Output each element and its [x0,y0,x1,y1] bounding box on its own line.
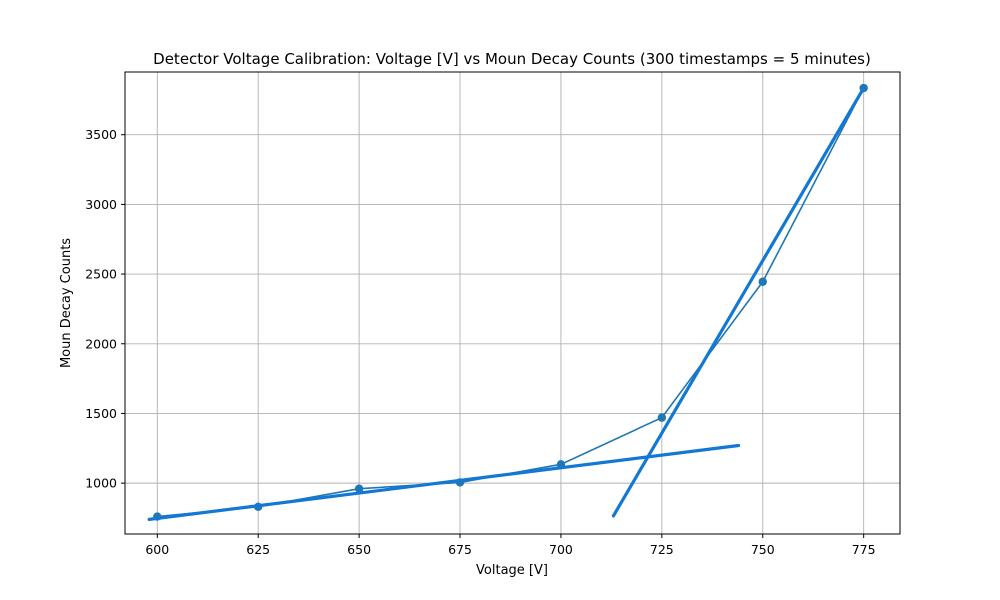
y-tick-label: 3000 [85,197,117,212]
x-tick-label: 650 [347,542,371,557]
x-tick-label: 725 [650,542,674,557]
x-tick-label: 750 [751,542,775,557]
grid [125,72,900,534]
chart-title: Detector Voltage Calibration: Voltage [V… [153,50,871,68]
plot-frame [124,71,901,535]
plot-series [147,83,868,521]
x-tick-label: 600 [145,542,169,557]
x-tick-label: 675 [448,542,472,557]
data-point [657,413,667,422]
y-tick-label: 1500 [85,406,117,421]
x-axis-label: Voltage [V] [476,563,548,578]
x-tick-label: 775 [852,542,876,557]
y-tick-label: 2500 [85,267,117,282]
y-tick-label: 1000 [85,476,117,491]
fit-line-2 [611,86,866,518]
data-point [758,277,767,286]
y-axis-label: Moun Decay Counts [59,238,74,368]
x-tick-label: 700 [549,542,573,557]
x-tick-label: 625 [246,542,270,557]
data-line [157,87,865,518]
axis-ticks: 600 625 650 675 700 725 750 775 1000 1500 2000 2500… [85,127,875,557]
fit-line-1 [147,443,741,521]
y-tick-label: 3500 [85,127,117,142]
y-tick-label: 2000 [85,336,117,351]
data-point [354,484,364,493]
